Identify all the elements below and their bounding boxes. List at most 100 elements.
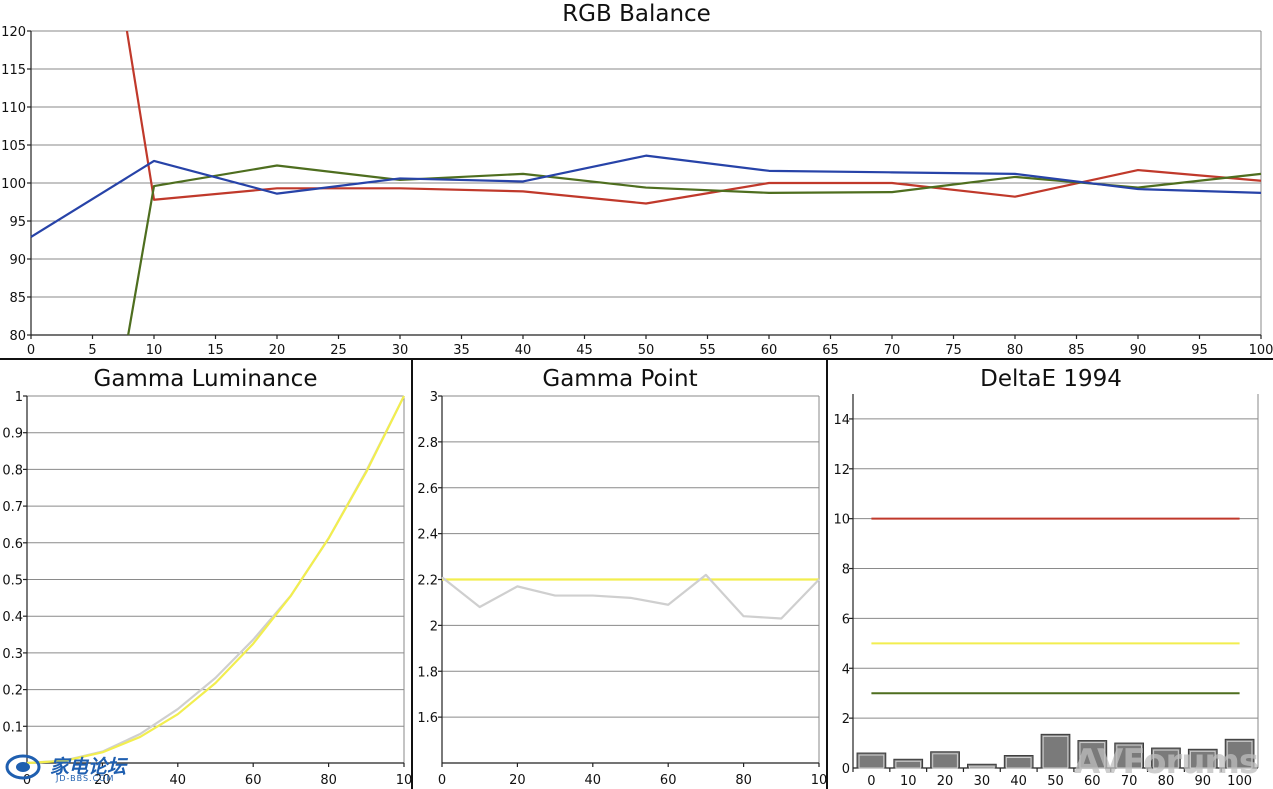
- deltae-bar: [893, 758, 924, 769]
- gamma-luminance-x-tick-label: 40: [170, 773, 187, 788]
- deltae-x-tick-label: 100: [1227, 774, 1252, 789]
- deltae-y-tick-label: 8: [842, 563, 850, 578]
- gamma-luminance-x-tick-label: 60: [245, 773, 262, 788]
- rgb-x-tick-label: 65: [822, 343, 839, 358]
- deltae-y-tick-label: 12: [833, 463, 850, 478]
- rgb-x-tick-label: 40: [515, 343, 532, 358]
- avforums-watermark: AVForums: [1074, 742, 1259, 782]
- deltae-bar-highlight: [1005, 757, 1032, 769]
- rgb-x-tick-label: 95: [1191, 343, 1208, 358]
- rgb-balance-title: RGB Balance: [562, 1, 711, 27]
- rgb-series-blue-line: [30, 154, 1262, 238]
- deltae-bar: [1077, 740, 1108, 769]
- gamma-point-y-tick-label: 2.6: [417, 482, 438, 497]
- gamma-luminance-x-tick-label: 20: [94, 773, 111, 788]
- gamma-luminance-y-tick-label: 0.5: [2, 574, 23, 589]
- rgb-x-tick-label: 15: [207, 343, 224, 358]
- deltae-bar-highlight: [1153, 749, 1179, 769]
- rgb-series-green-line: [127, 164, 1262, 336]
- gamma-luminance-y-tick-label: 0.2: [2, 684, 23, 699]
- deltae-x-tick-label: 20: [937, 774, 954, 789]
- rgb-y-tick-label: 85: [9, 291, 26, 306]
- rgb-x-tick-label: 55: [699, 343, 716, 358]
- rgb-series-red-line: [125, 30, 1262, 205]
- gamma-point-y-tick-label: 1.6: [417, 711, 438, 726]
- rgb-x-tick-label: 85: [1068, 343, 1085, 358]
- gamma-point-title: Gamma Point: [542, 366, 698, 392]
- gamma-luminance-x-tick-label: 80: [320, 773, 337, 788]
- gamma-luminance-y-tick-label: 0.1: [2, 720, 23, 735]
- gamma-luminance-x-tick-label: 10: [396, 773, 413, 788]
- rgb-x-tick-label: 0: [27, 343, 35, 358]
- deltae-x-tick-label: 0: [867, 774, 875, 789]
- right-divider: [825, 358, 828, 789]
- deltae-x-tick-label: 80: [1158, 774, 1175, 789]
- rgb-y-tick-label: 90: [9, 253, 26, 268]
- rgb-balance-panel: RGB Balance 80 85 90 95 100 105 110 115 120 0 5 10 1…: [0, 0, 1273, 358]
- deltae-x-tick-label: 40: [1010, 774, 1027, 789]
- gamma-point-panel: Gamma Point 1.6 1.8 2 2.2 2.4 2.6 2.8 3 0 20 40 60 8…: [414, 360, 828, 789]
- deltae-y-tick-label: 2: [842, 712, 850, 727]
- gamma-luminance-panel: Gamma Luminance 0.1 0.2 0.3 0.4 0.5 0.6 0.7 0.8…: [0, 360, 413, 789]
- gamma-point-y-tick-label: 2.4: [417, 528, 438, 543]
- rgb-y-tick-label: 115: [1, 63, 26, 78]
- deltae-bar-highlight: [932, 753, 958, 769]
- rgb-x-tick-label: 60: [761, 343, 778, 358]
- gamma-point-x-tick-label: 10: [811, 773, 828, 788]
- rgb-y-tick-label: 100: [1, 177, 26, 192]
- deltae-title: DeltaE 1994: [980, 366, 1122, 392]
- rgb-x-tick-label: 5: [88, 343, 96, 358]
- gamma-luminance-y-tick-label: 1: [15, 390, 23, 405]
- gamma-point-x-tick-label: 0: [438, 773, 446, 788]
- gamma-luminance-y-tick-label: 0.7: [2, 500, 23, 515]
- deltae-y-tick-label: 4: [842, 662, 850, 677]
- gamma-point-x-tick-label: 20: [509, 773, 526, 788]
- rgb-x-tick-label: 100: [1249, 343, 1273, 358]
- deltae-chart: 2 4 6 8 10 12 14 0 0 10 20 30 40 50 60 70 80 90 100: [833, 394, 1259, 789]
- rgb-x-tick-label: 35: [453, 343, 470, 358]
- rgb-x-tick-label: 90: [1130, 343, 1147, 358]
- rgb-y-tick-label: 110: [1, 101, 26, 116]
- top-divider: [0, 357, 1273, 360]
- rgb-x-tick-label: 80: [1007, 343, 1024, 358]
- gamma-luminance-y-tick-label: 0.3: [2, 647, 23, 662]
- rgb-x-tick-label: 30: [392, 343, 409, 358]
- deltae-x-tick-label: 10: [900, 774, 917, 789]
- jd-bbs-logo: 家电论坛 JD-BBS.COM: [5, 752, 136, 784]
- deltae-bar: [1224, 738, 1255, 769]
- gamma-luminance-title: Gamma Luminance: [93, 366, 318, 392]
- rgb-balance-chart: 80 85 90 95 100 105 110 115 120 0 5 10 15 20 25 30 35 40 4…: [1, 25, 1273, 358]
- deltae-bar-highlight: [969, 765, 995, 769]
- rgb-y-tick-label: 80: [9, 329, 26, 344]
- deltae-bar-highlight: [1116, 744, 1142, 769]
- deltae-x-tick-label: 30: [974, 774, 991, 789]
- gamma-point-chart: 1.6 1.8 2 2.2 2.4 2.6 2.8 3 0 20 40 60 80 10: [417, 390, 828, 788]
- gamma-point-x-tick-label: 80: [735, 773, 752, 788]
- gamma-luminance-series-line: [26, 395, 405, 765]
- deltae-x-tick-label: 70: [1121, 774, 1138, 789]
- deltae-x-tick-label: 90: [1194, 774, 1211, 789]
- rgb-x-tick-label: 50: [638, 343, 655, 358]
- gamma-luminance-y-tick-label: 0.8: [2, 463, 23, 478]
- deltae-bar-highlight: [1226, 740, 1253, 769]
- gamma-point-y-tick-label: 2: [430, 619, 438, 634]
- jd-bbs-logo-icon: [5, 754, 41, 780]
- gamma-point-x-tick-label: 60: [660, 773, 677, 788]
- rgb-x-tick-label: 20: [269, 343, 286, 358]
- gamma-luminance-y-tick-label: 0.9: [2, 427, 23, 442]
- gamma-luminance-y-tick-label: 0.6: [2, 537, 23, 552]
- rgb-x-tick-label: 75: [945, 343, 962, 358]
- rgb-x-tick-label: 45: [576, 343, 593, 358]
- deltae-x-tick-label: 50: [1047, 774, 1064, 789]
- jd-bbs-logo-text: 家电论坛: [50, 756, 127, 778]
- rgb-y-tick-label: 105: [1, 139, 26, 154]
- left-divider: [410, 358, 413, 789]
- rgb-y-tick-label: 120: [1, 25, 26, 40]
- gamma-point-y-tick-label: 2.2: [417, 574, 438, 589]
- deltae-bar: [1040, 733, 1071, 769]
- jd-bbs-logo-url: JD-BBS.COM: [56, 774, 115, 783]
- deltae-y-tick-label: 14: [833, 413, 850, 428]
- gamma-point-y-tick-label: 2.8: [417, 436, 438, 451]
- rgb-x-tick-label: 10: [146, 343, 163, 358]
- deltae-x-tick-label: 60: [1084, 774, 1101, 789]
